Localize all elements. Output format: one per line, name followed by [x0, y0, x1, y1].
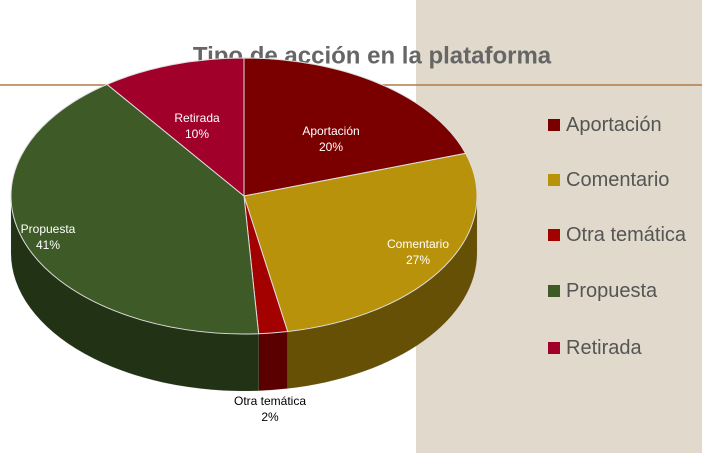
slice	[243, 57, 467, 197]
slice-value: 41%	[36, 238, 60, 252]
legend-entry: Otra temática	[548, 222, 702, 248]
legend-label: Otra temática	[566, 224, 687, 246]
legend-swatch	[548, 229, 560, 241]
slice-side	[258, 331, 288, 391]
legend-entry: Retirada	[548, 335, 702, 361]
legend-entry: Comentario	[548, 167, 702, 193]
slice-label: Otra temática	[234, 394, 306, 408]
legend-swatch	[548, 174, 560, 186]
slice-value: 27%	[406, 253, 430, 267]
slice-label: Comentario	[387, 237, 449, 251]
slice	[10, 83, 260, 335]
legend-label: Comentario	[566, 169, 670, 191]
slice-value: 20%	[319, 140, 343, 154]
slice-label: Retirada	[174, 111, 220, 125]
slice-label: Aportación	[302, 124, 359, 138]
slice	[106, 57, 245, 198]
legend-label: Propuesta	[566, 280, 658, 302]
slice-value: 2%	[261, 410, 279, 424]
slice-label: Propuesta	[21, 222, 76, 236]
legend-swatch	[548, 342, 560, 354]
slice	[243, 152, 478, 333]
legend-swatch	[548, 285, 560, 297]
slice-value: 10%	[185, 127, 209, 141]
legend-label: Aportación	[566, 114, 662, 136]
legend-label: Retirada	[566, 337, 642, 359]
legend-entry: Aportación	[548, 112, 702, 138]
legend-entry: Propuesta	[548, 278, 702, 304]
legend-swatch	[548, 119, 560, 131]
